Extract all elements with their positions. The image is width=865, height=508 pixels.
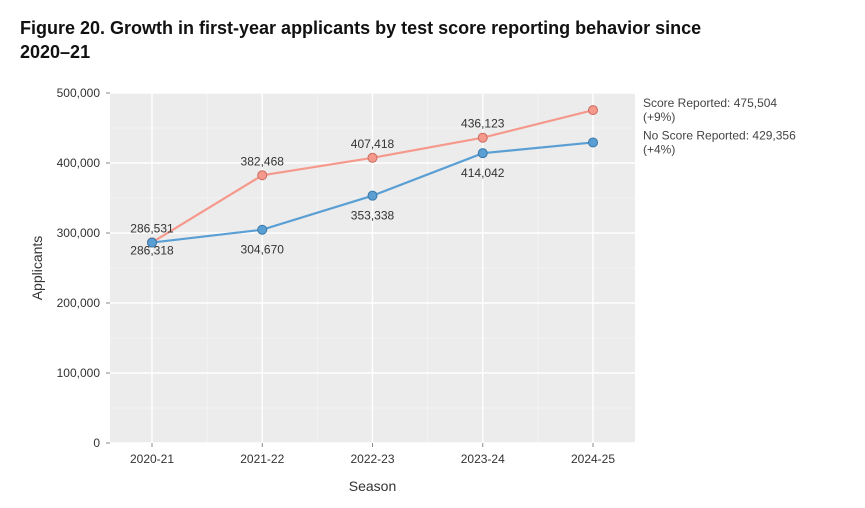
x-axis: 2020-21 2021-22 2022-23 2023-24 2024-25 [130,443,615,466]
point-label: 436,123 [461,116,505,130]
x-tick-label: 2021-22 [240,452,284,466]
point-label: 407,418 [351,136,395,150]
series-point-score_reported [368,153,377,162]
point-label: 304,670 [241,242,285,256]
series-point-no_score_reported [478,148,487,157]
x-tick-label: 2024-25 [571,452,615,466]
y-tick-label: 500,000 [57,86,101,100]
point-label: 286,318 [130,243,174,257]
x-tick-label: 2023-24 [461,452,505,466]
series-end-label-score_reported: (+9%) [643,110,675,124]
y-tick-label: 200,000 [57,296,101,310]
series-point-score_reported [478,133,487,142]
y-axis: 0 100,000 200,000 300,000 400,000 500,000 [57,86,110,450]
line-chart: 0 100,000 200,000 300,000 400,000 500,000 Appl… [20,73,845,503]
y-tick-label: 0 [93,436,100,450]
chart-container: 0 100,000 200,000 300,000 400,000 500,000 Appl… [20,73,845,508]
figure-title: Figure 20. Growth in first-year applican… [20,16,740,65]
point-label: 414,042 [461,166,505,180]
point-label: 353,338 [351,208,395,222]
y-tick-label: 400,000 [57,156,101,170]
series-point-score_reported [258,170,267,179]
y-axis-title: Applicants [29,235,45,300]
series-point-no_score_reported [589,138,598,147]
y-tick-label: 100,000 [57,366,101,380]
x-tick-label: 2020-21 [130,452,174,466]
y-tick-label: 300,000 [57,226,101,240]
series-end-label-no_score_reported: (+4%) [643,142,675,156]
series-end-label-score_reported: Score Reported: 475,504 [643,96,777,110]
series-point-no_score_reported [368,191,377,200]
x-tick-label: 2022-23 [350,452,394,466]
point-label: 382,468 [241,154,285,168]
series-end-label-no_score_reported: No Score Reported: 429,356 [643,128,796,142]
point-label: 286,531 [130,221,174,235]
series-point-no_score_reported [258,225,267,234]
x-axis-title: Season [349,478,396,494]
series-point-score_reported [589,105,598,114]
